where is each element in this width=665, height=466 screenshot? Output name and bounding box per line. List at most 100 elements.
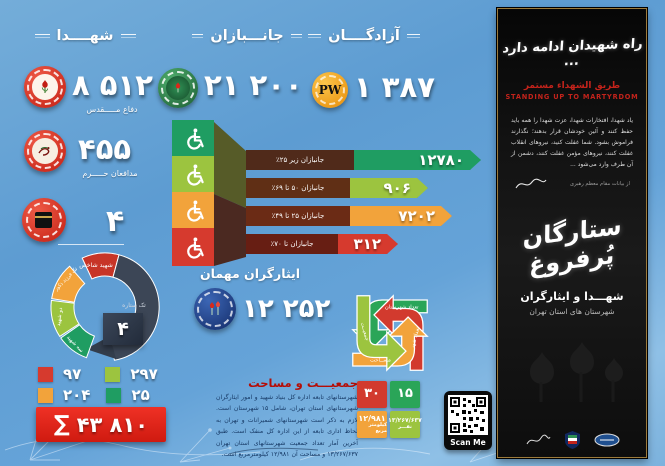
guest-devotees-count: ۱۲ ۲۵۲ bbox=[242, 294, 331, 324]
martyrs-header-label: شهــــدا bbox=[56, 28, 114, 44]
pows-total-count: ۱ ۳۸۷ bbox=[354, 70, 435, 104]
donut-label-single-star: تک ستاره bbox=[122, 302, 146, 309]
kaaba-icon bbox=[22, 198, 66, 242]
wheelchair-icon bbox=[186, 237, 204, 258]
area-value: ۱۲/۹۸۱ bbox=[358, 413, 386, 423]
legend-row-2: ۲۰۴ ۲۵ bbox=[38, 386, 150, 404]
population-pinwheel-diagram: تعداد شهرستان تعداد شهر مســاحت جمعیــت bbox=[351, 294, 429, 372]
donut-label-prominent-martyr: شهید شاخص bbox=[79, 262, 113, 269]
funnel-block-green bbox=[172, 120, 214, 156]
bar-25to49-label: جانبازان ۲۵ تا ۴۹٪ bbox=[246, 206, 350, 226]
pinwheel-label-area: مســاحت bbox=[370, 358, 391, 364]
cities-count: ۳۰ bbox=[364, 386, 380, 402]
veterans-header-label: جانـــبازان bbox=[210, 28, 284, 44]
header-line-decoration bbox=[192, 34, 204, 38]
veterans-header: جانـــبازان bbox=[192, 28, 302, 44]
bar-70plus: جانبازان تا ۷۰٪ ۳۱۲ bbox=[246, 234, 398, 254]
veterans-badge-icon bbox=[158, 68, 198, 108]
wheelchair-icon bbox=[186, 164, 204, 185]
qr-code: Scan Me bbox=[444, 391, 492, 450]
legend-row-1: ۹۷ ۲۹۷ bbox=[38, 365, 158, 383]
bar-50to69-label: جانبازان ۵۰ تا ۶۹٪ bbox=[246, 178, 350, 198]
legend-value-lightgreen: ۲۹۷ bbox=[130, 365, 158, 383]
panel-main-title: ستارگان پُرفروغ bbox=[522, 212, 622, 280]
area-unit: کیلومتر مربع bbox=[368, 422, 387, 434]
legend-swatch-lightgreen bbox=[105, 366, 121, 382]
tulip-glyph bbox=[41, 79, 49, 93]
dark-tulips-silhouette bbox=[530, 342, 623, 403]
bar-25to49: جانبازان ۲۵ تا ۴۹٪ ۷۲۰۲ bbox=[246, 206, 452, 226]
single-star-count: ۴ bbox=[117, 318, 129, 340]
shrine-defenders-caption: مدافعان حـــــرم bbox=[82, 169, 138, 178]
martyr-categories-donut-chart: شهید شاخص تک فرزند ذکور دو شهید سه شهید … bbox=[50, 252, 160, 361]
area-box: ۱۲/۹۸۱ کیلومتر مربع bbox=[357, 411, 387, 438]
legend-value-red: ۹۷ bbox=[63, 365, 82, 383]
kaaba-cube-glyph bbox=[35, 211, 53, 228]
pinwheel-label-population: جمعیــت bbox=[359, 322, 370, 342]
pw-badge-icon: PW bbox=[312, 72, 348, 108]
legend-value-orange: ۲۰۴ bbox=[63, 386, 91, 404]
population-area-paragraph: شهرستانهای تابعه اداره کل بنیاد شهید و ا… bbox=[216, 394, 359, 459]
bar-50to69: جانبازان ۵۰ تا ۶۹٪ ۹۰۶ bbox=[246, 178, 428, 198]
header-line-decoration bbox=[290, 34, 302, 38]
quote-caption: از بیانات مقام معظم رهبری bbox=[570, 181, 630, 188]
tulip-glyph bbox=[175, 82, 181, 93]
holy-defense-caption: دفاع مـــــقدس bbox=[86, 105, 138, 114]
guest-devotees-icon bbox=[194, 288, 236, 330]
qr-pattern bbox=[448, 395, 488, 435]
veterans-total-count: ۲۱ ۲۰۰ bbox=[204, 68, 303, 102]
funnel-block-orange bbox=[172, 192, 214, 228]
wheelchair-icon bbox=[186, 200, 204, 221]
population-value: ۱۳/۲۶۷/۶۳۷ bbox=[388, 417, 422, 425]
grand-total-banner: ∑ ۴۳ ۸۱۰ bbox=[36, 407, 166, 442]
legend-swatch-orange bbox=[38, 387, 53, 403]
bar-25to49-value: ۷۲۰۲ bbox=[398, 207, 435, 225]
calligraphy-logo bbox=[526, 434, 550, 444]
panel-subtitle: شهـــدا و ایثارگران bbox=[520, 290, 624, 304]
oval-organization-logo bbox=[594, 433, 619, 447]
header-line-decoration bbox=[120, 34, 136, 38]
shrine-emblem-icon bbox=[24, 130, 66, 172]
bar-under25-value: ۱۲۷۸۰ bbox=[418, 151, 464, 169]
bar-50to69-value: ۹۰۶ bbox=[383, 179, 411, 197]
header-line-decoration bbox=[406, 34, 420, 38]
bar-under25: جانبازان زیر ۲۵٪ ۱۲۷۸۰ bbox=[246, 150, 481, 170]
bar-70plus-value: ۳۱۲ bbox=[353, 235, 381, 253]
single-star-value-box: ۴ bbox=[103, 313, 143, 345]
bar-under25-label: جانبازان زیر ۲۵٪ bbox=[246, 150, 354, 170]
legend-value-green: ۲۵ bbox=[131, 386, 150, 404]
header-line-decoration bbox=[34, 34, 50, 38]
memorial-side-panel: راه شهیدان ادامه دارد ... طریق الشهداء م… bbox=[497, 8, 647, 458]
panel-quote: یاد شهدا، افتخارات شهدا، عزت شهدا را همه… bbox=[511, 117, 633, 169]
panel-arabic-line: طریق الشهداء مستمر bbox=[523, 81, 621, 91]
foundation-shield-logo bbox=[564, 431, 580, 449]
funnel-connector bbox=[214, 122, 246, 266]
grand-total-value: ۴۳ ۸۱۰ bbox=[76, 412, 149, 437]
population-unit: نفـــر bbox=[398, 424, 412, 431]
population-box: ۱۳/۲۶۷/۶۳۷ نفـــر bbox=[388, 411, 422, 438]
holy-defense-count: ۸ ۵۱۲ bbox=[72, 68, 153, 102]
qr-label: Scan Me bbox=[450, 438, 486, 447]
funnel-block-red bbox=[172, 228, 214, 266]
underline-decoration bbox=[58, 244, 124, 245]
counties-count: ۱۵ bbox=[397, 386, 413, 402]
funnel-block-lightgreen bbox=[172, 156, 214, 192]
panel-english-line: STANDING UP TO MARTYRDOM bbox=[505, 93, 639, 101]
pw-badge-label: PW bbox=[318, 82, 342, 97]
bar-70plus-label: جانبازان تا ۷۰٪ bbox=[246, 234, 338, 254]
header-line-decoration bbox=[308, 34, 322, 38]
panel-calligraphy-top: راه شهیدان ادامه دارد ... bbox=[501, 36, 644, 70]
guest-devotees-title: ایثارگران مهمان bbox=[199, 266, 301, 281]
kaaba-martyrs-count: ۴ bbox=[106, 204, 125, 239]
signature-calligraphy bbox=[515, 179, 547, 189]
shrine-defenders-count: ۴۵۵ bbox=[78, 132, 132, 166]
cities-count-box: ۳۰ bbox=[357, 381, 387, 408]
twin-tulips-glyph bbox=[209, 300, 221, 315]
pinwheel-label-cities: تعداد شهر bbox=[410, 326, 422, 350]
sigma-symbol: ∑ bbox=[53, 412, 70, 437]
tulip-martyr-icon bbox=[24, 66, 66, 108]
legend-swatch-green bbox=[106, 387, 122, 403]
counties-count-box: ۱۵ bbox=[390, 381, 420, 408]
wheelchair-icon bbox=[186, 128, 204, 149]
